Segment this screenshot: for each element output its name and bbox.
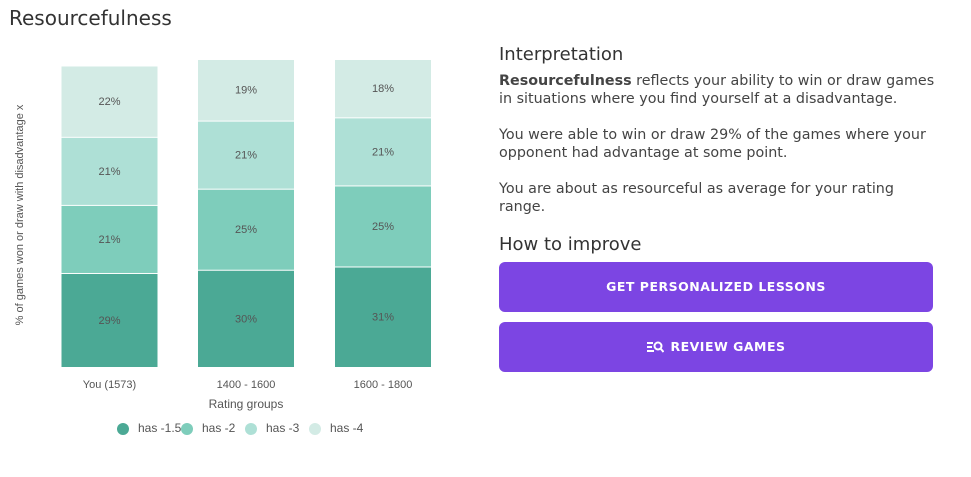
legend-label: has -2 — [202, 421, 236, 435]
button-label: REVIEW GAMES — [670, 339, 786, 354]
lessons-button[interactable]: GET PERSONALIZED LESSONS — [499, 262, 933, 312]
x-tick-label: 1400 - 1600 — [217, 379, 276, 391]
legend-marker — [245, 423, 257, 435]
legend-marker — [181, 423, 193, 435]
bar-segment — [61, 205, 158, 273]
bar-segment — [335, 118, 431, 186]
bar-segment — [198, 121, 294, 189]
data-label: 19% — [235, 85, 257, 97]
heading: Interpretation — [499, 44, 624, 65]
button-label: GET PERSONALIZED LESSONS — [606, 279, 826, 294]
bar-segment — [335, 267, 431, 367]
x-tick-label: 1600 - 1800 — [354, 379, 413, 391]
paragraph: You were able to win or draw 29% of the … — [499, 127, 926, 161]
bar-segment — [198, 270, 294, 367]
data-label: 21% — [98, 234, 120, 246]
bar-segment — [61, 273, 158, 367]
data-label: 31% — [372, 312, 394, 324]
legend-label: has -3 — [266, 421, 300, 435]
legend-label: has -1.5 — [138, 421, 182, 435]
bar-segment — [335, 60, 431, 118]
data-label: 25% — [372, 221, 394, 233]
bar-segment — [198, 60, 294, 121]
legend-label: has -4 — [330, 421, 364, 435]
chart: % of games won or draw with disadvantage… — [14, 60, 431, 435]
data-label: 18% — [372, 83, 394, 95]
text: reflects your ability to win or draw gam… — [499, 73, 935, 107]
x-axis-label: Rating groups — [209, 397, 284, 411]
y-axis-label: % of games won or draw with disadvantage… — [14, 104, 26, 325]
review-icon — [647, 341, 665, 353]
data-label: 30% — [235, 313, 257, 325]
legend-marker — [309, 423, 321, 435]
review-button[interactable]: REVIEW GAMES — [499, 322, 933, 372]
paragraph: Resourcefulness reflects your ability to… — [499, 72, 939, 108]
interpretation-panel: Interpretation Resourcefulness reflects … — [499, 46, 939, 382]
data-label: 21% — [372, 146, 394, 158]
page-title: Resourcefulness — [9, 6, 172, 30]
data-label: 22% — [98, 96, 120, 108]
data-label: 29% — [98, 315, 120, 327]
bar-segment — [61, 137, 158, 205]
bold-text: Resourcefulness — [499, 73, 632, 89]
paragraph: You are about as resourceful as average … — [499, 181, 894, 215]
data-label: 25% — [235, 224, 257, 236]
data-label: 21% — [235, 150, 257, 162]
x-tick-label: You (1573) — [83, 379, 136, 391]
bar-segment — [198, 189, 294, 270]
data-label: 21% — [98, 166, 120, 178]
legend-marker — [117, 423, 129, 435]
bar-segment — [335, 186, 431, 267]
heading: How to improve — [499, 234, 642, 255]
bar-segment — [61, 66, 158, 137]
